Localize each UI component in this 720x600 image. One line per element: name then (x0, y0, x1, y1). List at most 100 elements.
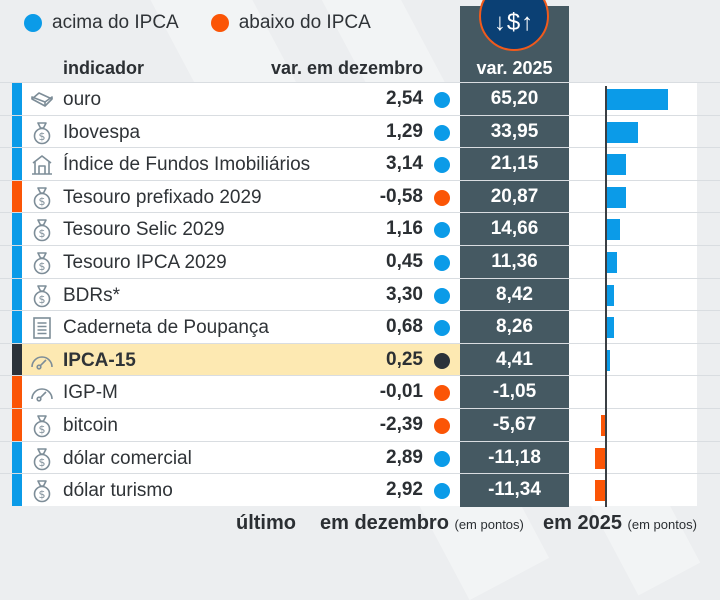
year-bar (606, 89, 668, 110)
status-dot (434, 483, 450, 500)
money-bag-icon: $ (30, 218, 54, 242)
status-dot (434, 287, 450, 304)
indicator-name: Ibovespa (63, 121, 141, 143)
legend-label-below: abaixo do IPCA (238, 12, 371, 33)
status-dot (434, 320, 450, 337)
bar-background (569, 148, 697, 180)
year-value: 8,42 (460, 278, 569, 311)
row-background (12, 213, 460, 245)
table-row: $ bitcoin -2,39 -5,67 (0, 407, 720, 441)
table-row: IGP-M -0,01 -1,05 (0, 375, 720, 408)
footer-year: em 2025 (em pontos) (543, 512, 697, 535)
year-bar (606, 317, 614, 339)
document-icon (30, 316, 54, 340)
row-background (12, 311, 460, 343)
svg-text:$: $ (39, 456, 46, 469)
december-value: 1,16 (386, 218, 423, 240)
status-marker (12, 311, 22, 343)
year-bar (595, 480, 606, 502)
indicator-name: dólar turismo (63, 480, 173, 502)
year-value: -1,05 (460, 376, 569, 408)
year-bar (606, 251, 617, 273)
row-background (12, 278, 460, 311)
december-value: 2,54 (386, 88, 423, 109)
legend-label-above: acima do IPCA (52, 12, 179, 33)
table-row: $ Tesouro Selic 2029 1,16 14,66 (0, 212, 720, 245)
building-icon (30, 153, 54, 177)
row-background (12, 115, 460, 148)
svg-text:$: $ (39, 195, 46, 208)
indicator-name: Caderneta de Poupança (63, 317, 269, 339)
row-background (12, 343, 460, 376)
year-value: 8,26 (460, 311, 569, 343)
year-value: 4,41 (460, 343, 569, 376)
footer-year-label: em 2025 (543, 512, 622, 534)
indicator-name: IGP-M (63, 382, 118, 404)
status-dot (434, 352, 450, 369)
table-row: $ BDRs* 3,30 8,42 (0, 277, 720, 311)
year-value: -11,18 (460, 441, 569, 474)
footer-december: em dezembro (em pontos) (320, 512, 524, 535)
money-bag-icon: $ (30, 414, 54, 438)
status-marker (12, 474, 22, 506)
status-dot (434, 92, 450, 108)
row-background (12, 245, 460, 278)
status-marker (12, 343, 22, 376)
year-value: 65,20 (460, 83, 569, 115)
december-value: 2,92 (386, 479, 423, 501)
row-background (12, 376, 460, 408)
status-dot (434, 157, 450, 174)
year-bar (600, 414, 606, 436)
year-bar (606, 121, 639, 143)
table-row: $ dólar turismo 2,92 -11,34 (0, 473, 720, 506)
year-value: 14,66 (460, 213, 569, 245)
row-background (12, 148, 460, 180)
indicator-table: ouro 2,54 65,20 $ Ibovespa 1,29 33,95 Ín… (0, 82, 720, 506)
indicator-name: IPCA-15 (63, 349, 136, 371)
december-value: 0,25 (386, 348, 423, 370)
status-dot (434, 417, 450, 434)
status-dot (434, 222, 450, 239)
row-background (12, 474, 460, 506)
money-bag-icon: $ (30, 479, 54, 503)
indicator-name: Índice de Fundos Imobiliários (63, 154, 311, 176)
footer-last: último (236, 512, 296, 534)
year-bar (606, 219, 620, 241)
header-year: var. 2025 (476, 58, 553, 78)
december-value: 3,30 (386, 283, 423, 305)
year-value: -5,67 (460, 408, 569, 441)
status-marker (12, 408, 22, 441)
status-marker (12, 115, 22, 148)
table-row: $ Ibovespa 1,29 33,95 (0, 114, 720, 148)
money-bag-icon: $ (30, 251, 54, 275)
year-bar (606, 186, 626, 208)
bar-background (569, 474, 697, 506)
bar-background (569, 343, 697, 376)
status-marker (12, 441, 22, 474)
money-bag-icon: $ (30, 186, 54, 210)
row-background (12, 180, 460, 213)
december-value: -0,01 (379, 381, 423, 403)
table-row: $ Tesouro prefixado 2029 -0,58 20,87 (0, 179, 720, 213)
december-value: 3,14 (386, 153, 423, 175)
december-value: 0,68 (386, 316, 423, 338)
row-background (12, 83, 460, 115)
footer-december-label: em dezembro (320, 512, 449, 534)
december-value: 0,45 (386, 250, 423, 272)
december-value: 1,29 (386, 120, 423, 142)
legend-dot-above (24, 14, 42, 32)
table-row: Índice de Fundos Imobiliários 3,14 21,15 (0, 147, 720, 180)
svg-text:$: $ (39, 260, 46, 273)
bar-background (569, 180, 697, 213)
status-marker (12, 180, 22, 213)
money-bag-icon: $ (30, 284, 54, 308)
bar-background (569, 278, 697, 311)
svg-text:$: $ (39, 488, 46, 501)
status-dot (434, 385, 450, 402)
december-value: -0,58 (379, 185, 423, 207)
indicator-name: Tesouro IPCA 2029 (63, 251, 227, 273)
money-bag-icon: $ (30, 447, 54, 471)
status-dot (434, 254, 450, 271)
december-value: -2,39 (379, 413, 423, 435)
year-bar (606, 284, 614, 306)
